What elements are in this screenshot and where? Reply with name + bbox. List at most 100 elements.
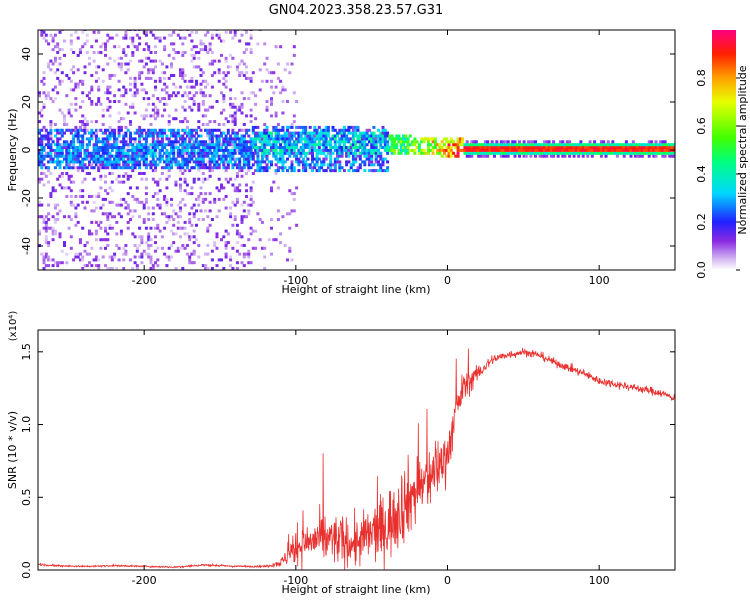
- spectrogram-cell: [156, 111, 160, 115]
- spectrogram-cell: [520, 151, 524, 155]
- spectrogram-cell: [183, 148, 187, 152]
- spectrogram-cell: [279, 157, 283, 161]
- spectrogram-cell: [363, 131, 367, 135]
- spectrogram-cell: [138, 137, 142, 141]
- spectrogram-cell: [99, 220, 103, 224]
- spectrogram-cell: [53, 232, 57, 236]
- spectrogram-cell: [63, 157, 66, 161]
- spectrogram-cell: [47, 212, 51, 216]
- spectrogram-cell: [324, 125, 328, 129]
- spectrogram-cell: [272, 146, 276, 149]
- spectrogram-cell: [208, 163, 212, 167]
- spectrogram-cell: [217, 137, 221, 141]
- spectrogram-cell: [281, 128, 285, 132]
- spectrogram-cell: [465, 143, 469, 147]
- spectrogram-cell: [176, 163, 180, 167]
- spectrogram-cell: [270, 134, 273, 138]
- spectrogram-cell: [563, 143, 567, 147]
- spectrogram-cell: [74, 85, 78, 89]
- spectrogram-cell: [363, 140, 367, 144]
- spectrogram-cell: [365, 157, 369, 161]
- spectrogram-cell: [108, 91, 112, 95]
- spectrogram-cell: [306, 131, 310, 135]
- spectrogram-cell: [119, 151, 123, 155]
- spectrogram-cell: [192, 249, 196, 253]
- spectrogram-cell: [315, 163, 319, 167]
- spectrogram-cell: [640, 148, 644, 152]
- spectrogram-cell: [297, 151, 301, 155]
- spectrogram-cell: [490, 143, 494, 147]
- spectrogram-cell: [174, 267, 178, 270]
- spectrogram-cell: [540, 151, 544, 155]
- spectrogram-cell: [260, 137, 264, 141]
- spectrogram-cell: [477, 146, 481, 149]
- spectrogram-cell: [47, 241, 51, 245]
- spectrogram-cell: [240, 140, 244, 144]
- spectrogram-cell: [44, 97, 48, 101]
- spectrogram-cell: [263, 169, 267, 173]
- spectrogram-cell: [154, 166, 157, 170]
- spectrogram-cell: [490, 151, 494, 155]
- spectrogram-cell: [372, 146, 376, 149]
- spectrogram-cell: [49, 123, 53, 126]
- spectrogram-cell: [379, 137, 383, 141]
- spectrogram-cell: [336, 140, 339, 144]
- spectrogram-cell: [329, 160, 333, 164]
- spectrogram-cell: [210, 62, 214, 66]
- spectrogram-cell: [210, 157, 214, 161]
- spectrogram-cell: [172, 134, 176, 138]
- spectrogram-cell: [506, 143, 510, 147]
- spectrogram-cell: [240, 151, 244, 155]
- spectrogram-cell: [154, 105, 157, 109]
- spectrogram-cell: [292, 148, 296, 152]
- spectrogram-cell: [456, 137, 460, 141]
- spectrogram-cell: [117, 180, 121, 184]
- y-tick-label: 40: [20, 47, 33, 61]
- spectrogram-cell: [270, 137, 273, 141]
- spectrogram-cell: [44, 223, 48, 227]
- spectrogram-cell: [104, 180, 107, 184]
- spectrogram-cell: [383, 169, 387, 173]
- spectrogram-cell: [165, 143, 169, 147]
- spectrogram-cell: [254, 140, 258, 144]
- spectrogram-cell: [379, 146, 383, 149]
- spectrogram-cell: [126, 62, 130, 66]
- spectrogram-cell: [151, 169, 155, 173]
- spectrogram-cell: [106, 108, 110, 112]
- spectrogram-cell: [260, 220, 264, 224]
- spectrogram-cell: [206, 108, 210, 112]
- spectrogram-cell: [233, 30, 237, 34]
- spectrogram-cell: [142, 146, 146, 149]
- spectrogram-cell: [63, 146, 66, 149]
- spectrogram-cell: [72, 134, 76, 138]
- spectrogram-cell: [165, 91, 169, 95]
- spectrogram-cell: [49, 151, 53, 155]
- spectrogram-cell: [108, 36, 112, 40]
- spectrogram-cell: [183, 74, 187, 77]
- spectrogram-cell: [363, 137, 367, 141]
- spectrogram-cell: [524, 154, 528, 158]
- spectrogram-cell: [167, 157, 171, 161]
- spectrogram-cell: [624, 151, 628, 155]
- spectrogram-cell: [81, 140, 85, 144]
- spectrogram-cell: [365, 143, 369, 147]
- spectrogram-cell: [106, 218, 110, 221]
- spectrogram-cell: [124, 91, 128, 95]
- spectrogram-cell: [283, 160, 287, 164]
- spectrogram-cell: [76, 82, 80, 86]
- spectrogram-cell: [42, 267, 46, 270]
- spectrogram-cell: [372, 169, 376, 173]
- spectrogram-cell: [235, 143, 239, 147]
- spectrogram-cell: [176, 249, 180, 253]
- spectrogram-cell: [160, 166, 164, 170]
- spectrogram-cell: [474, 151, 478, 155]
- spectrogram-cell: [72, 128, 76, 132]
- spectrogram-cell: [281, 88, 285, 92]
- spectrogram-cell: [226, 163, 230, 167]
- spectrogram-cell: [58, 163, 62, 167]
- spectrogram-cell: [94, 151, 98, 155]
- spectrogram-cell: [233, 105, 237, 109]
- spectrogram-cell: [606, 140, 610, 144]
- spectrogram-cell: [213, 128, 217, 132]
- spectrogram-cell: [188, 131, 192, 135]
